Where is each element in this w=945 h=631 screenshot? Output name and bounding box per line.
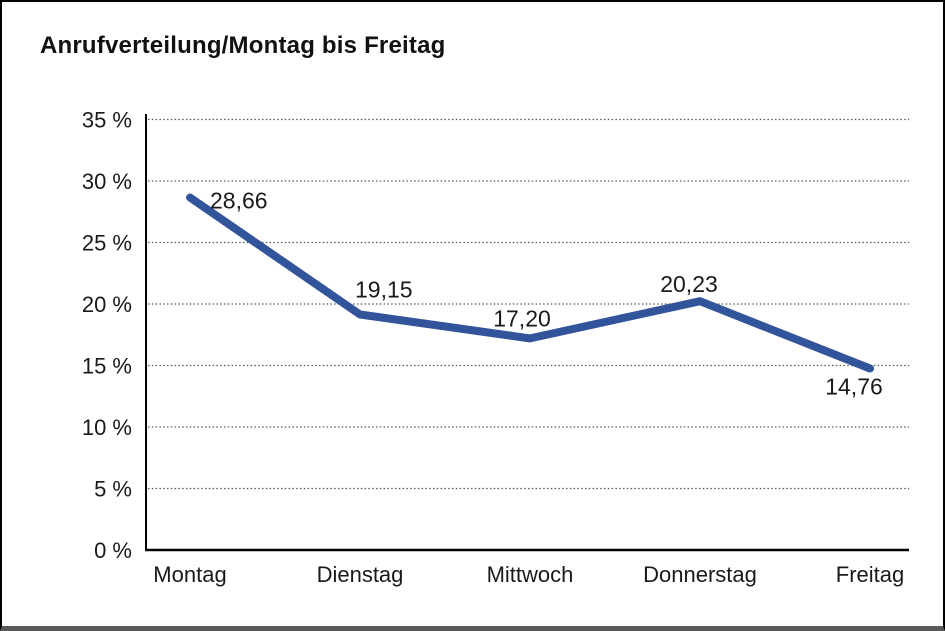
y-tick-label: 35 % [82,108,132,133]
data-point-label: 20,23 [660,271,718,297]
y-tick-label: 20 % [82,292,132,317]
y-tick-label: 5 % [94,477,132,502]
x-tick-label: Freitag [836,562,904,587]
y-tick-label: 30 % [82,169,132,194]
x-tick-label: Donnerstag [643,562,757,587]
x-tick-label: Montag [153,562,226,587]
data-point-label: 19,15 [355,276,413,302]
data-point-label: 14,76 [825,373,883,399]
data-line-series [186,193,874,373]
x-tick-label: Dienstag [317,562,404,587]
y-tick-label: 25 % [82,231,132,256]
y-tick-label: 15 % [82,354,132,379]
data-point-label: 28,66 [210,187,268,213]
y-tick-label: 0 % [94,538,132,563]
y-tick-label: 10 % [82,415,132,440]
x-tick-label: Mittwoch [487,562,574,587]
chart-title: Anrufverteilung/Montag bis Freitag [40,32,446,59]
data-point-label: 17,20 [493,305,551,331]
